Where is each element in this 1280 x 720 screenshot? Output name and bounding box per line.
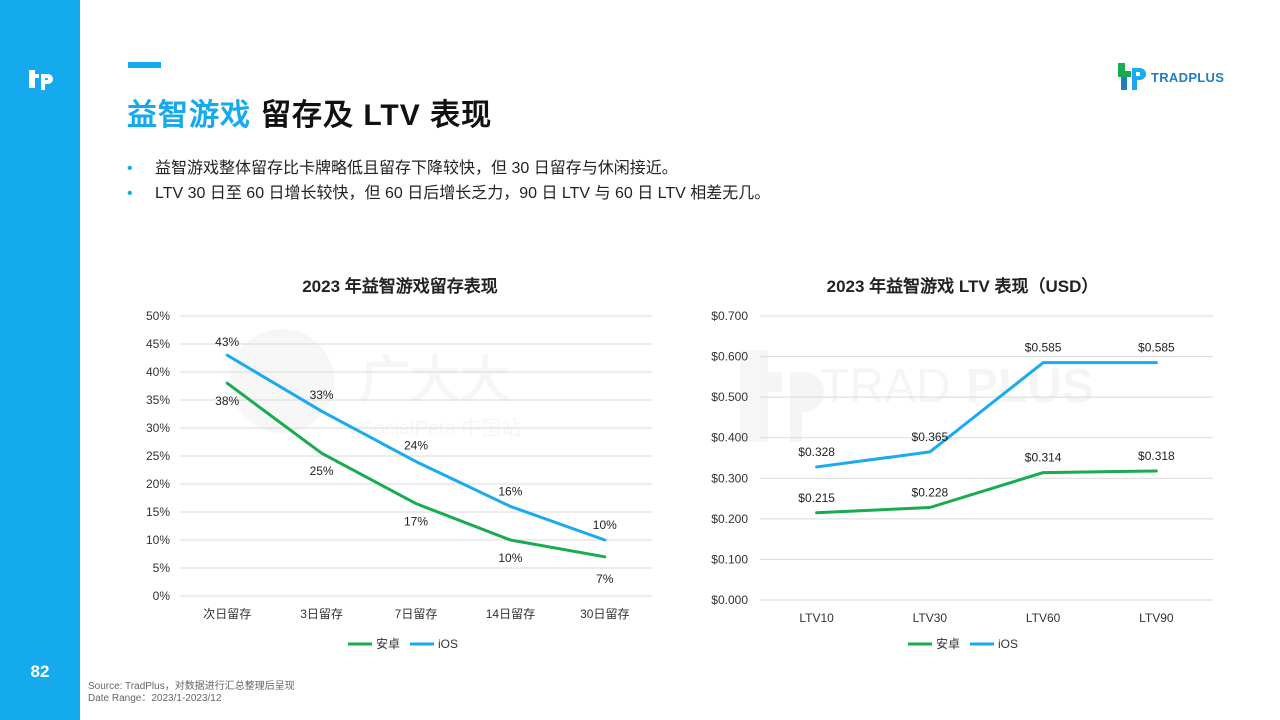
page-title: 益智游戏 留存及 LTV 表现 (127, 90, 492, 134)
watermark-logo-icon (230, 329, 334, 433)
data-label: 10% (593, 518, 617, 532)
data-label: $0.318 (1138, 449, 1175, 463)
x-tick-label: LTV90 (1139, 611, 1174, 625)
data-label: 25% (310, 464, 334, 478)
retention-chart: 0% 5% 10% 15% 20% 25% 30% 35% 40% 45% 50% 次日留存 3日留存 7… (146, 309, 652, 651)
brand-logo: TRADPLUS (1117, 60, 1224, 94)
bullet-item: • LTV 30 日至 60 日增长较快，但 60 日后增长乏力，90 日 LTV… (127, 181, 770, 206)
data-label: 43% (215, 335, 239, 349)
legend-label: iOS (998, 637, 1018, 651)
x-tick-label: LTV30 (913, 611, 948, 625)
watermark-left: 广大大 SocialPeta 中国站 (230, 329, 521, 440)
footer-date-range: Date Range：2023/1-2023/12 (88, 693, 222, 704)
x-tick-label: LTV60 (1026, 611, 1061, 625)
sidebar: 82 (0, 0, 80, 720)
legend-label: 安卓 (376, 636, 400, 651)
bullet-item: • 益智游戏整体留存比卡牌略低且留存下降较快，但 30 日留存与休闲接近。 (127, 156, 770, 181)
y-tick-label: 35% (146, 393, 170, 407)
data-label: $0.314 (1025, 451, 1062, 465)
title-rest: 留存及 LTV 表现 (261, 99, 493, 132)
footer-source: Source: TradPlus，对数据进行汇总整理后呈现 (88, 681, 295, 692)
x-tick-label: 7日留存 (395, 607, 438, 621)
x-tick-label: 30日留存 (580, 607, 629, 621)
ltv-chart-title: 2023 年益智游戏 LTV 表现（USD） (826, 277, 1099, 296)
watermark-right-text-b: PLUS (966, 360, 1094, 413)
data-label: $0.328 (798, 445, 835, 459)
data-label: 33% (310, 388, 334, 402)
brand-name: TRADPLUS (1151, 70, 1224, 85)
data-label: $0.585 (1025, 341, 1062, 355)
data-label: 17% (404, 515, 428, 529)
data-label: 38% (215, 394, 239, 408)
data-label: 10% (498, 551, 522, 565)
watermark-tp-icon (740, 350, 782, 442)
y-tick-label: $0.500 (711, 390, 748, 404)
y-tick-label: $0.600 (711, 350, 748, 364)
footer: Source: TradPlus，对数据进行汇总整理后呈现 Date Range… (88, 681, 295, 705)
title-accent-bar (128, 62, 161, 68)
bullet-dot: • (127, 185, 133, 202)
y-tick-label: $0.700 (711, 309, 748, 323)
data-label: $0.215 (798, 491, 835, 505)
watermark-right: TRAD PLUS (740, 350, 1094, 442)
series-line-android (815, 469, 1158, 515)
x-tick-label: 3日留存 (300, 607, 343, 621)
tp-logo-icon (29, 70, 53, 90)
y-tick-label: 20% (146, 477, 170, 491)
data-label: 16% (498, 484, 522, 498)
tradplus-logo-icon (1118, 63, 1146, 90)
x-tick-label: LTV10 (799, 611, 834, 625)
brand-name-a: TRAD (1151, 69, 1189, 85)
data-label: 7% (596, 572, 614, 586)
data-label: 24% (404, 439, 428, 453)
bullet-dot: • (127, 160, 133, 177)
bullet-list: • 益智游戏整体留存比卡牌略低且留存下降较快，但 30 日留存与休闲接近。 • LT… (127, 156, 770, 206)
bullet-text: LTV 30 日至 60 日增长较快，但 60 日后增长乏力，90 日 LTV … (155, 185, 771, 202)
y-tick-label: 5% (153, 561, 171, 575)
retention-chart-title: 2023 年益智游戏留存表现 (302, 277, 498, 296)
y-tick-label: 0% (153, 589, 171, 603)
y-tick-label: 15% (146, 505, 170, 519)
legend-label: 安卓 (936, 636, 960, 651)
y-tick-label: $0.300 (711, 471, 748, 485)
brand-name-b: PLUS (1188, 69, 1225, 85)
x-tick-label: 次日留存 (203, 607, 251, 621)
x-tick-label: 14日留存 (486, 607, 535, 621)
y-tick-label: 40% (146, 365, 170, 379)
y-tick-label: 45% (146, 337, 170, 351)
series-line-android (225, 381, 607, 559)
data-label: $0.585 (1138, 341, 1175, 355)
y-tick-label: 25% (146, 449, 170, 463)
data-label: $0.228 (912, 485, 949, 499)
y-tick-label: 30% (146, 421, 170, 435)
y-tick-label: $0.100 (711, 552, 748, 566)
series-line-ios (815, 361, 1158, 469)
watermark-left-text: 广大大 (360, 352, 510, 408)
bullet-text: 益智游戏整体留存比卡牌略低且留存下降较快，但 30 日留存与休闲接近。 (155, 160, 678, 177)
ltv-chart: $0.000 $0.100 $0.200 $0.300 $0.400 $0.500 $0.6… (711, 309, 1213, 651)
data-label: $0.365 (912, 430, 949, 444)
y-tick-label: 50% (146, 309, 170, 323)
title-highlight: 益智游戏 (127, 99, 251, 132)
y-tick-label: 10% (146, 533, 170, 547)
watermark-right-text-a: TRAD (820, 360, 951, 413)
series-line-ios (225, 353, 607, 542)
y-tick-label: $0.000 (711, 593, 748, 607)
page-number: 82 (30, 662, 50, 681)
legend-label: iOS (438, 637, 458, 651)
y-tick-label: $0.200 (711, 512, 748, 526)
y-tick-label: $0.400 (711, 431, 748, 445)
